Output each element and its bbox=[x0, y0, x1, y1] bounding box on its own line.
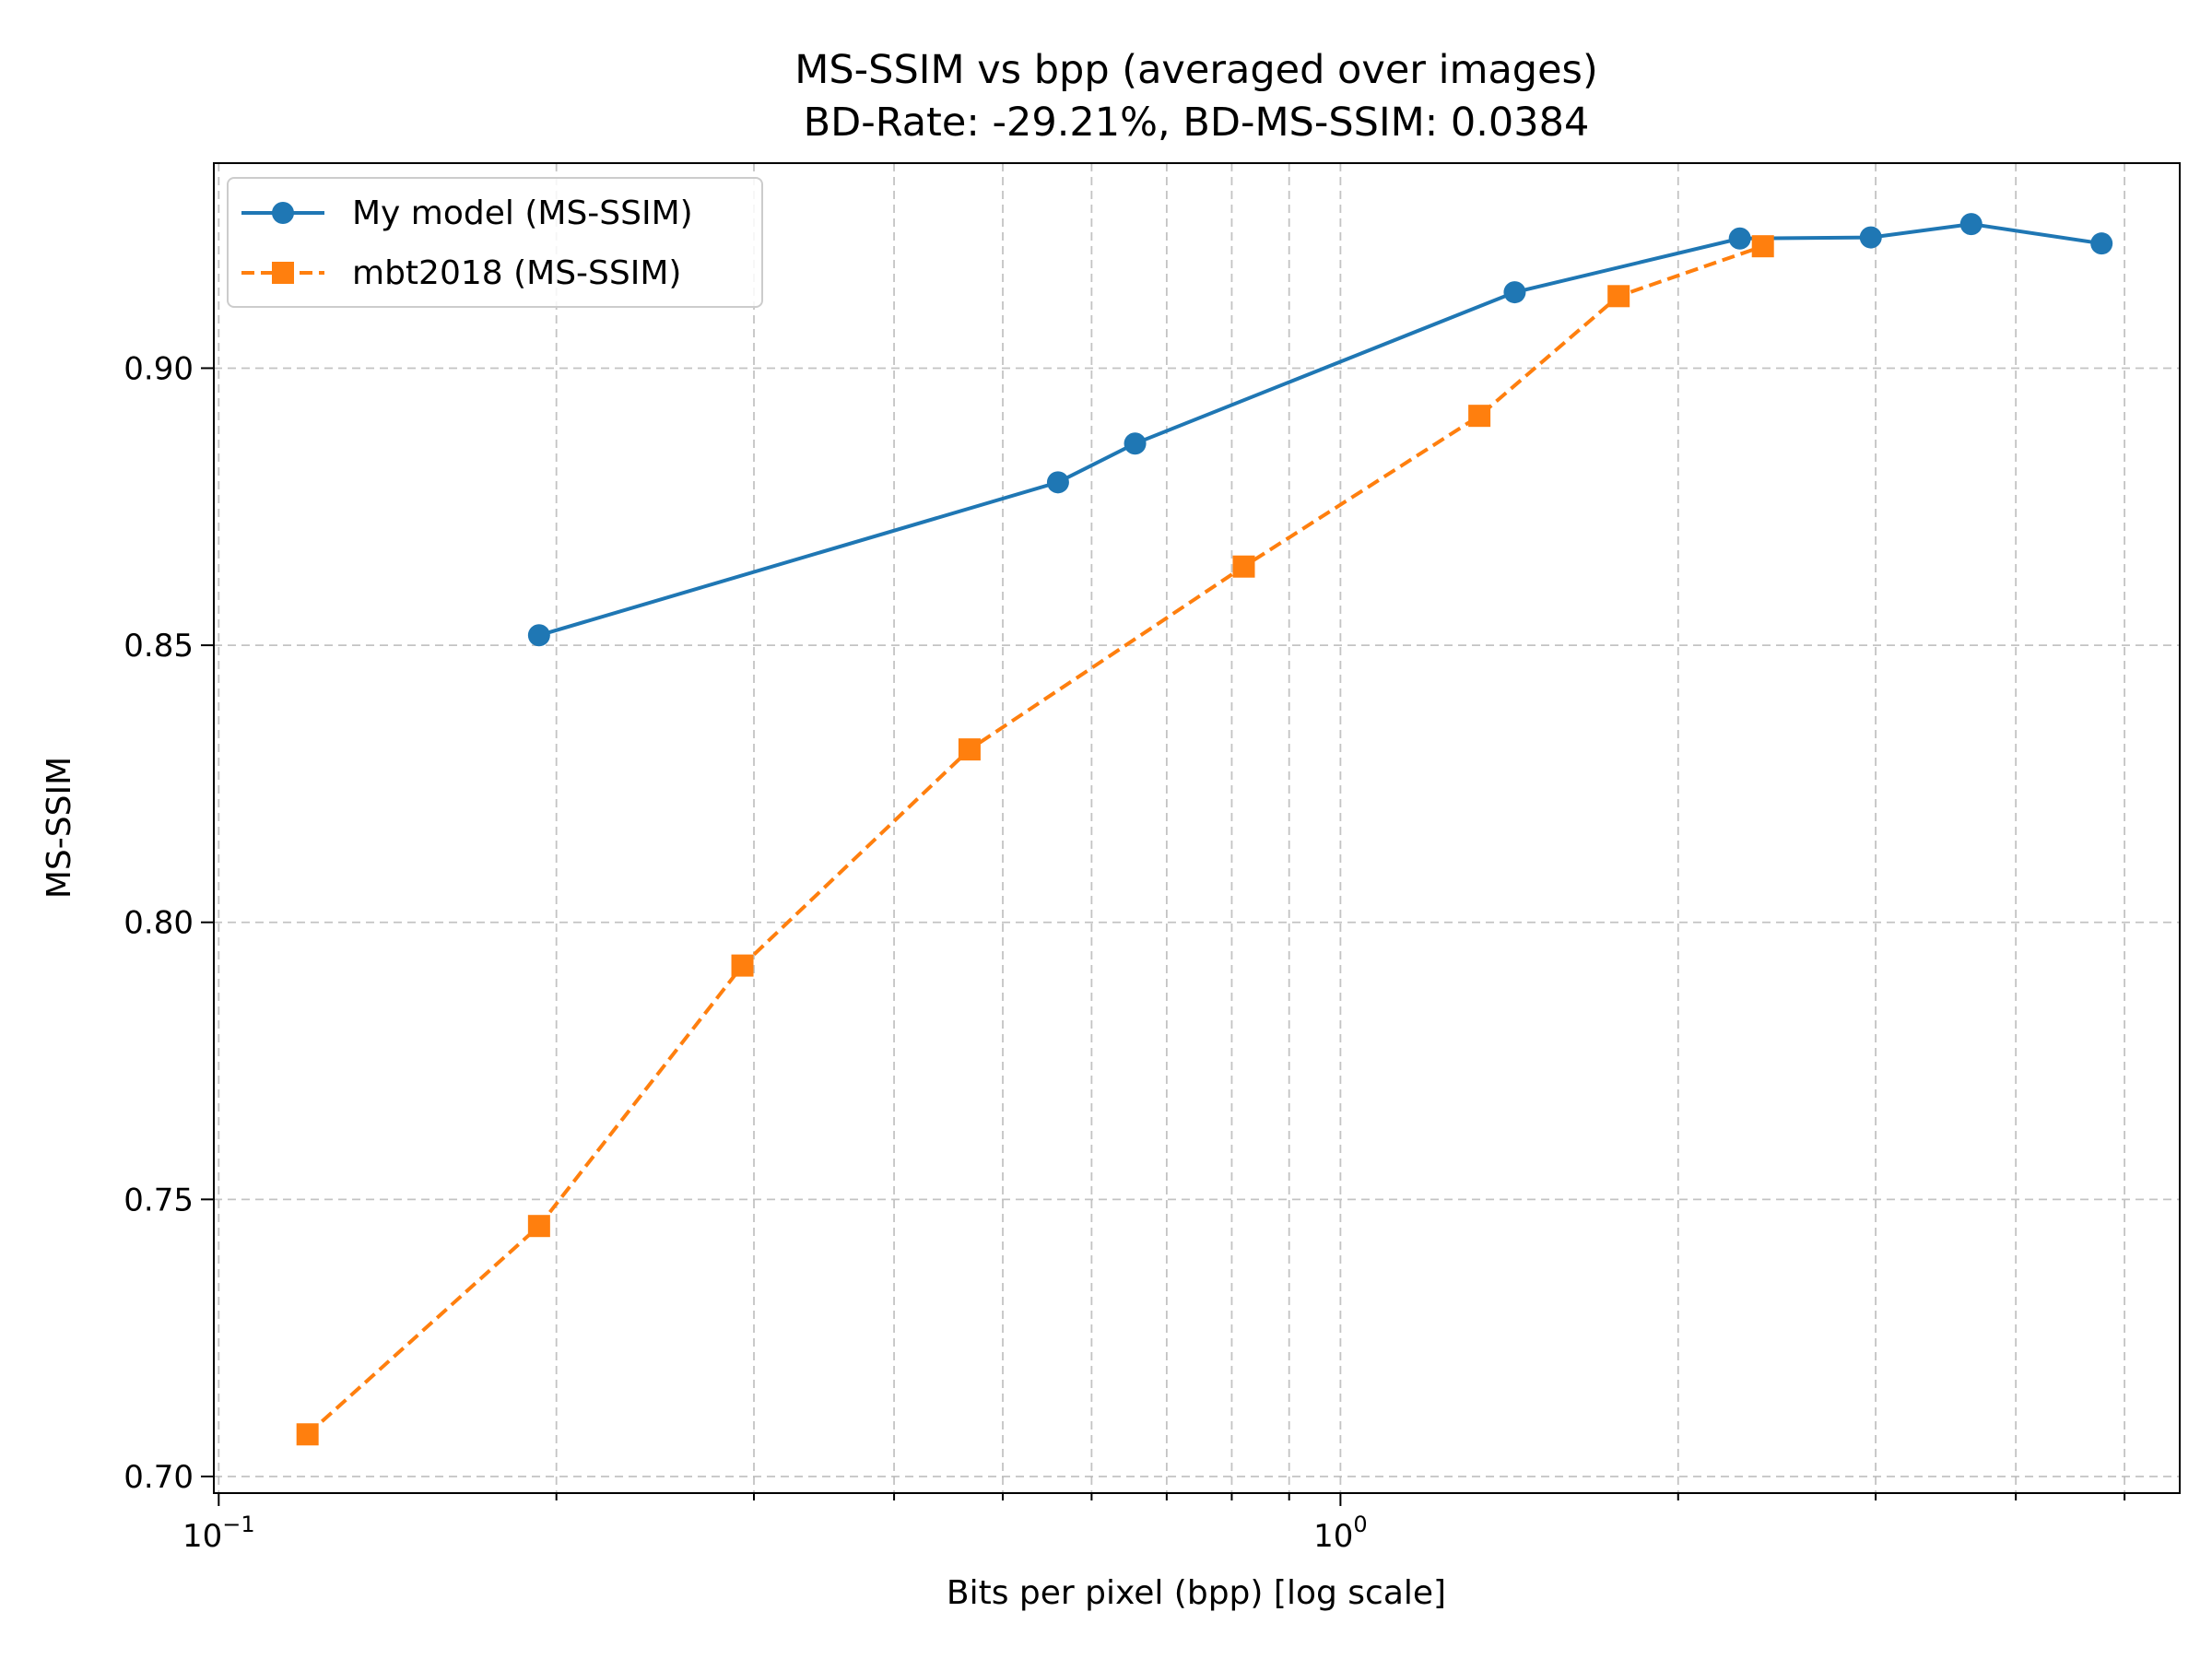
y-tick-label: 0.80 bbox=[124, 905, 194, 942]
y-axis-label: MS-SSIM bbox=[41, 757, 78, 899]
chart-subtitle: BD-Rate: -29.21%, BD-MS-SSIM: 0.0384 bbox=[804, 100, 1590, 146]
plot-frame bbox=[213, 162, 2181, 1494]
tick-layer: 10−1 100 0.70 0.75 0.80 0.85 0.90 bbox=[124, 350, 2126, 1555]
legend-box bbox=[227, 177, 763, 308]
data-point-square bbox=[1751, 235, 1774, 258]
legend-marker-square bbox=[272, 262, 294, 284]
y-tick-label: 0.90 bbox=[124, 350, 194, 387]
series-layer bbox=[296, 213, 2113, 1446]
x-tick-label: 10−1 bbox=[182, 1512, 255, 1555]
data-point-square bbox=[958, 738, 981, 761]
y-tick-label: 0.75 bbox=[124, 1182, 194, 1218]
x-axis-label: Bits per pixel (bpp) [log scale] bbox=[947, 1574, 1446, 1612]
data-point-square bbox=[296, 1423, 319, 1446]
data-point-circle bbox=[1503, 281, 1526, 304]
data-point-square bbox=[1607, 285, 1630, 308]
grid-layer bbox=[214, 163, 2180, 1493]
data-point-circle bbox=[1046, 471, 1069, 494]
legend-label-my-model: My model (MS-SSIM) bbox=[352, 194, 693, 232]
y-tick-label: 0.70 bbox=[124, 1459, 194, 1496]
data-point-square bbox=[1232, 555, 1255, 578]
data-point-circle bbox=[1859, 226, 1882, 249]
legend-label-mbt2018: mbt2018 (MS-SSIM) bbox=[352, 254, 681, 292]
legend-marker-circle bbox=[272, 202, 294, 224]
y-tick-label: 0.85 bbox=[124, 628, 194, 665]
legend: My model (MS-SSIM) mbt2018 (MS-SSIM) bbox=[227, 177, 763, 308]
data-point-square bbox=[527, 1215, 550, 1238]
chart-title: MS-SSIM vs bpp (averaged over images) bbox=[794, 47, 1597, 93]
data-point-square bbox=[731, 954, 754, 977]
data-point-circle bbox=[1728, 227, 1751, 250]
data-point-square bbox=[1468, 405, 1491, 428]
data-point-circle bbox=[527, 624, 550, 647]
data-point-circle bbox=[1124, 432, 1147, 455]
series-line-0 bbox=[538, 222, 2102, 638]
legend-entries bbox=[241, 202, 324, 284]
x-tick-label: 100 bbox=[1313, 1512, 1368, 1555]
data-point-circle bbox=[1959, 213, 1983, 236]
data-point-circle bbox=[2090, 232, 2113, 255]
